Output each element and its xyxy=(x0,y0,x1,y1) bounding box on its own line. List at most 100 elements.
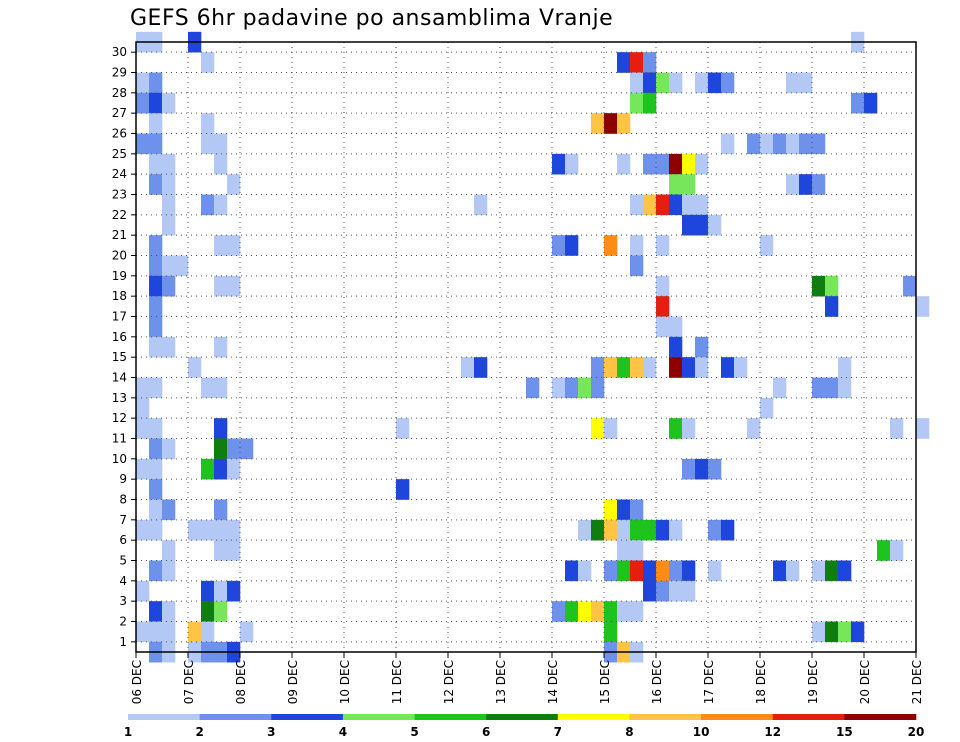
heatmap-cell xyxy=(838,377,852,399)
heatmap-cell xyxy=(162,214,176,236)
heatmap-cell xyxy=(617,153,631,175)
colorbar-swatch xyxy=(701,714,774,720)
heatmap-cell xyxy=(721,357,735,378)
heatmap-cell xyxy=(617,601,631,622)
heatmap-cell xyxy=(708,72,722,94)
heatmap-cell xyxy=(656,153,670,175)
colorbar: 1 2 3 4 5 6 7 8 10 12 15 20 xyxy=(124,714,924,739)
heatmap-cell xyxy=(474,357,488,378)
heatmap-cell xyxy=(851,621,865,643)
heatmap-cell xyxy=(682,214,696,236)
heatmap-cell xyxy=(136,92,150,114)
heatmap-cell xyxy=(760,133,774,155)
heatmap-cell xyxy=(162,601,176,622)
heatmap-cell xyxy=(162,438,176,460)
heatmap-cell xyxy=(825,275,839,297)
y-tick-label: 10 xyxy=(112,452,127,466)
heatmap-cell xyxy=(149,113,163,134)
heatmap-cell xyxy=(227,235,241,256)
heatmap-cell xyxy=(643,194,657,216)
heatmap-cell xyxy=(890,540,904,561)
heatmap-cell xyxy=(591,357,605,378)
heatmap-cell xyxy=(604,113,618,134)
heatmap-cell xyxy=(565,235,579,256)
heatmap-cell xyxy=(825,621,839,643)
heatmap-cell xyxy=(656,235,670,256)
y-tick-label: 9 xyxy=(119,472,127,486)
heatmap-cell xyxy=(630,194,644,216)
x-tick-label: 09 DEC xyxy=(286,660,300,704)
y-tick-label: 20 xyxy=(112,249,127,263)
y-tick-label: 29 xyxy=(112,66,127,80)
x-tick-label: 14 DEC xyxy=(546,660,560,704)
heatmap-cell xyxy=(578,560,592,582)
heatmap-cell xyxy=(565,153,579,175)
heatmap-cell xyxy=(669,194,683,216)
heatmap-cell xyxy=(149,174,163,195)
heatmap-cell xyxy=(214,377,228,399)
heatmap-cell xyxy=(136,397,150,419)
colorbar-label: 1 xyxy=(124,725,132,739)
heatmap-cell xyxy=(656,560,670,582)
heatmap-cell xyxy=(760,235,774,256)
heatmap-cell xyxy=(682,418,696,439)
heatmap-cell xyxy=(162,153,176,175)
heatmap-cell xyxy=(227,275,241,297)
x-tick-label: 19 DEC xyxy=(806,660,820,704)
heatmap-cell xyxy=(149,377,163,399)
heatmap-cell xyxy=(396,418,410,439)
heatmap-cell xyxy=(136,580,150,602)
heatmap-cell xyxy=(695,336,709,358)
y-tick-label: 3 xyxy=(119,594,127,608)
heatmap-cell xyxy=(136,72,150,94)
heatmap-cell xyxy=(617,519,631,541)
colorbar-swatch xyxy=(271,714,344,720)
heatmap-cell xyxy=(695,458,709,480)
heatmap-cell xyxy=(877,540,891,561)
heatmap-cell xyxy=(643,580,657,602)
heatmap-cell xyxy=(591,519,605,541)
heatmap-cell xyxy=(136,377,150,399)
heatmap-cell xyxy=(201,113,215,134)
y-tick-label: 15 xyxy=(112,350,127,364)
heatmap-cell xyxy=(617,499,631,521)
x-tick-label: 07 DEC xyxy=(182,660,196,704)
heatmap-cell xyxy=(864,92,878,114)
y-tick-label: 11 xyxy=(112,432,127,446)
heatmap-cell xyxy=(838,621,852,643)
heatmap-cell xyxy=(214,133,228,155)
heatmap-cell xyxy=(630,72,644,94)
heatmap-cell xyxy=(604,499,618,521)
heatmap-cell xyxy=(669,72,683,94)
heatmap-cell xyxy=(656,296,670,317)
heatmap-cell xyxy=(461,357,475,378)
y-axis: 1234567891011121314151617181920212223242… xyxy=(112,45,136,649)
colorbar-swatch xyxy=(557,714,630,720)
heatmap-cell xyxy=(149,458,163,480)
heatmap-cell xyxy=(812,133,826,155)
heatmap-cell xyxy=(825,560,839,582)
heatmap-cell xyxy=(812,560,826,582)
heatmap-cell xyxy=(916,418,930,439)
y-tick-label: 7 xyxy=(119,513,127,527)
x-tick-label: 21 DEC xyxy=(910,660,924,704)
heatmap-cell xyxy=(825,377,839,399)
heatmap-cell xyxy=(214,418,228,439)
heatmap-cell xyxy=(162,499,176,521)
y-tick-label: 23 xyxy=(112,188,127,202)
y-tick-label: 16 xyxy=(112,330,127,344)
colorbar-label: 12 xyxy=(764,725,781,739)
heatmap-cell xyxy=(617,52,631,73)
plot-frame xyxy=(135,41,917,653)
heatmap-cell xyxy=(812,275,826,297)
y-tick-label: 27 xyxy=(112,106,127,120)
heatmap-cells xyxy=(136,31,930,663)
heatmap-cell xyxy=(214,499,228,521)
heatmap-cell xyxy=(708,214,722,236)
heatmap-cell xyxy=(136,458,150,480)
heatmap-cell xyxy=(734,357,748,378)
heatmap-cell xyxy=(643,92,657,114)
heatmap-cell xyxy=(149,133,163,155)
heatmap-cell xyxy=(149,296,163,317)
heatmap-cell xyxy=(227,519,241,541)
